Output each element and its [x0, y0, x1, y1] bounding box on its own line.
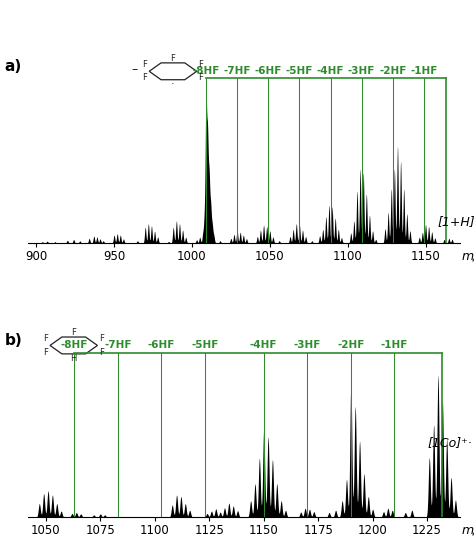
Text: -3HF: -3HF: [293, 340, 321, 350]
Text: F: F: [171, 53, 175, 63]
Text: F: F: [199, 74, 203, 82]
Text: -8HF: -8HF: [192, 66, 219, 76]
Text: –: –: [131, 63, 137, 76]
Text: -4HF: -4HF: [250, 340, 277, 350]
Text: b): b): [5, 333, 22, 348]
Text: -4HF: -4HF: [317, 66, 344, 76]
Text: -7HF: -7HF: [223, 66, 251, 76]
Text: -5HF: -5HF: [286, 66, 313, 76]
Text: F: F: [143, 60, 147, 69]
Text: -5HF: -5HF: [191, 340, 219, 350]
Text: F: F: [143, 74, 147, 82]
Text: F: F: [100, 348, 104, 356]
Text: -3HF: -3HF: [348, 66, 375, 76]
Text: -6HF: -6HF: [147, 340, 175, 350]
Text: [1+H]⁺: [1+H]⁺: [438, 215, 474, 228]
Text: -6HF: -6HF: [255, 66, 282, 76]
Text: -8HF: -8HF: [61, 340, 88, 350]
Text: -2HF: -2HF: [337, 340, 365, 350]
Text: m/z: m/z: [462, 249, 474, 262]
Text: F: F: [43, 334, 48, 343]
Text: F: F: [199, 60, 203, 69]
Text: -1HF: -1HF: [410, 66, 438, 76]
Text: F: F: [100, 334, 104, 343]
Text: ·: ·: [171, 79, 175, 89]
Text: m/z: m/z: [462, 524, 474, 536]
Text: -1HF: -1HF: [381, 340, 408, 350]
Text: F: F: [43, 348, 48, 356]
Text: [1Co]⁺·: [1Co]⁺·: [427, 436, 472, 449]
Text: -7HF: -7HF: [104, 340, 131, 350]
Text: a): a): [5, 59, 22, 74]
Text: H: H: [71, 354, 77, 363]
Text: -2HF: -2HF: [379, 66, 407, 76]
Text: F: F: [71, 328, 76, 337]
